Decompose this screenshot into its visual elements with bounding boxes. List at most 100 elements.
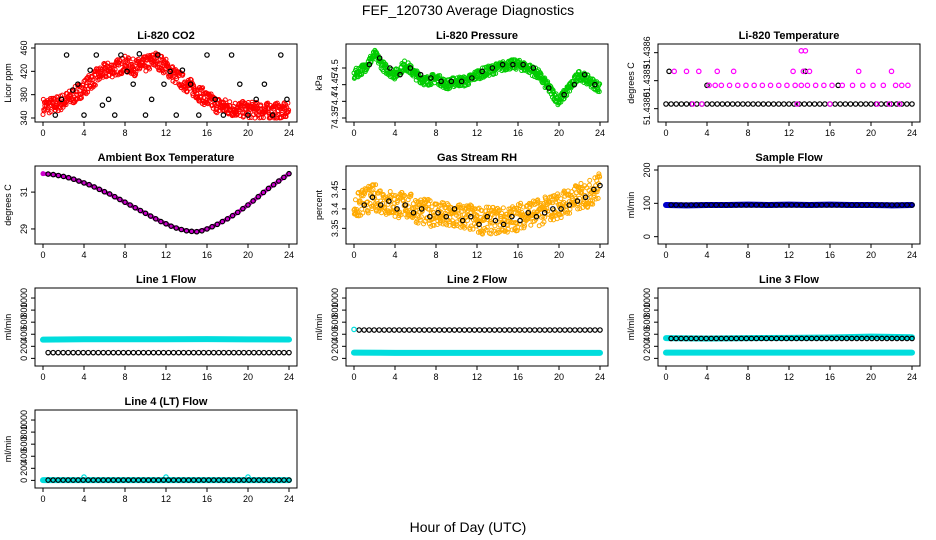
data-point [52, 112, 59, 118]
data-point [704, 101, 710, 107]
data-point [855, 68, 862, 75]
data-point [806, 68, 813, 75]
data-point [843, 202, 850, 208]
data-point [695, 68, 702, 75]
data-point [489, 227, 495, 233]
data-point [804, 82, 811, 89]
data-point [421, 327, 428, 333]
data-point [808, 202, 815, 208]
data-point [277, 52, 284, 58]
data-point [575, 201, 581, 207]
data-point [798, 82, 805, 89]
data-point [437, 220, 443, 226]
x-tick-label: 12 [161, 128, 171, 138]
data-point [728, 335, 735, 342]
data-point [734, 82, 741, 89]
data-point [100, 349, 107, 356]
data-point [81, 180, 87, 186]
data-point [190, 477, 197, 483]
data-point [261, 477, 267, 483]
x-tick-label: 16 [513, 128, 523, 138]
data-point [909, 101, 915, 107]
y-tick-label: 800 [19, 303, 29, 318]
data-point [545, 85, 552, 91]
data-point [65, 174, 72, 181]
data-point [864, 335, 870, 342]
data-point [469, 75, 475, 81]
data-point [668, 335, 674, 342]
data-point [829, 82, 835, 89]
data-point [160, 349, 167, 356]
data-point [130, 349, 137, 356]
data-point [577, 327, 583, 333]
data-point [168, 223, 174, 229]
data-point [767, 82, 774, 89]
data-point [363, 187, 369, 193]
data-point [85, 477, 92, 483]
data-point [768, 202, 775, 208]
data-point [266, 477, 272, 483]
data-point [246, 477, 252, 483]
data-point [236, 349, 242, 356]
data-point [427, 198, 433, 204]
x-tick-label: 24 [595, 128, 605, 138]
data-point [100, 74, 106, 80]
y-tick-label: 420 [19, 64, 29, 79]
data-point [507, 66, 513, 72]
y-tick-label: 200 [19, 461, 29, 476]
data-point [397, 209, 403, 215]
y-tick-label: 1000 [19, 410, 29, 430]
data-point [678, 101, 685, 107]
data-point [105, 477, 112, 483]
x-tick-label: 8 [745, 128, 750, 138]
data-point [179, 67, 186, 73]
x-tick-label: 20 [554, 250, 564, 260]
data-point [252, 115, 258, 121]
data-point [448, 78, 455, 85]
x-tick-label: 12 [784, 128, 794, 138]
data-point [869, 335, 875, 342]
data-point [597, 182, 603, 189]
x-tick-label: 16 [513, 372, 523, 382]
data-point [451, 327, 458, 333]
data-point [582, 327, 588, 333]
y-axis-label: degrees C [626, 62, 636, 104]
data-point [738, 202, 745, 208]
data-point [359, 71, 365, 77]
x-tick-label: 8 [433, 128, 438, 138]
data-point [673, 101, 680, 107]
data-point [408, 191, 414, 197]
data-point [266, 349, 272, 356]
data-point [898, 101, 905, 107]
data-point [673, 202, 679, 208]
data-point [351, 326, 357, 333]
data-point [842, 101, 849, 107]
data-point [553, 199, 559, 205]
data-point [205, 349, 212, 356]
x-tick-label: 0 [663, 250, 668, 260]
data-point [215, 349, 222, 356]
data-point [196, 112, 202, 118]
x-tick-label: 0 [40, 494, 45, 504]
data-point [40, 171, 46, 177]
y-tick-label: 3.35 [330, 220, 340, 238]
data-point [578, 180, 584, 186]
data-point [50, 171, 57, 178]
data-point [170, 477, 177, 483]
data-point [758, 202, 765, 208]
data-point [155, 477, 162, 483]
data-point [69, 87, 76, 93]
data-point [874, 101, 880, 107]
data-point [813, 335, 820, 342]
data-point [468, 213, 474, 220]
data-point [160, 477, 167, 483]
data-point [130, 477, 137, 483]
x-tick-label: 20 [866, 128, 876, 138]
data-point [728, 202, 735, 208]
figure-title: FEF_120730 Average Diagnostics [361, 2, 575, 18]
data-point [438, 78, 444, 85]
data-point [838, 202, 845, 208]
x-tick-label: 12 [784, 372, 794, 382]
data-point [155, 349, 162, 356]
data-point [101, 188, 108, 195]
